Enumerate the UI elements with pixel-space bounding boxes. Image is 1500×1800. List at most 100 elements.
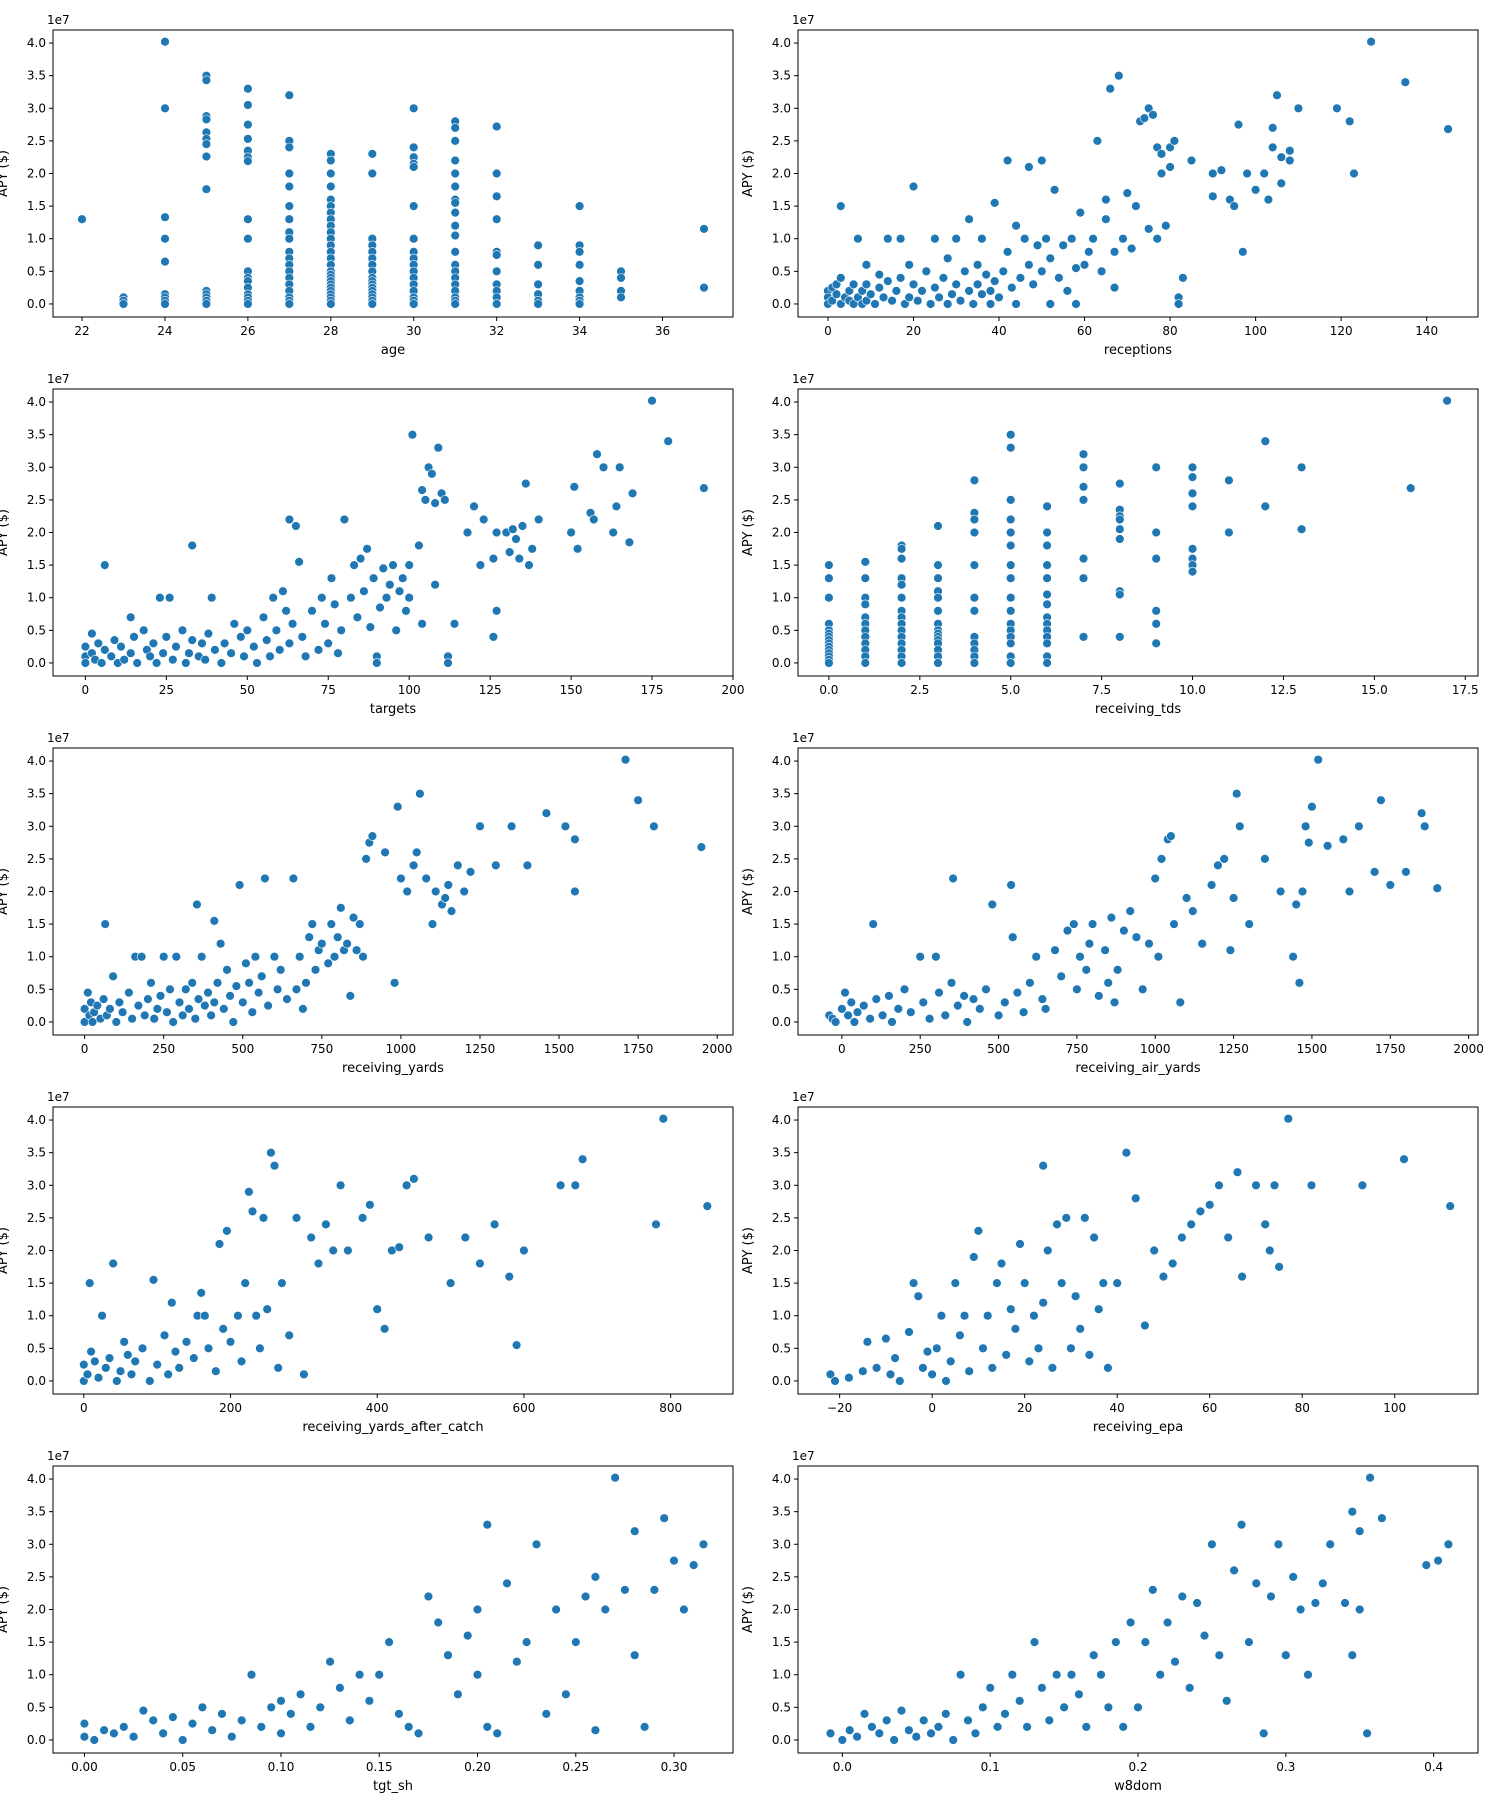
data-point	[1206, 880, 1217, 890]
x-tick-label: 0.4	[1424, 1760, 1443, 1774]
data-point	[1181, 893, 1192, 903]
data-point	[168, 654, 178, 665]
data-point	[1037, 994, 1048, 1004]
data-point	[1369, 867, 1380, 877]
data-point	[1140, 1637, 1151, 1647]
data-point	[1032, 240, 1043, 251]
data-point	[1294, 978, 1305, 988]
data-point	[372, 658, 382, 668]
data-point	[83, 987, 93, 998]
data-point	[148, 638, 159, 649]
data-point	[282, 994, 292, 1004]
data-point	[1297, 886, 1308, 897]
data-point	[129, 632, 139, 642]
data-point	[427, 469, 437, 479]
data-point	[915, 951, 925, 962]
data-point	[917, 286, 927, 296]
data-point	[475, 560, 486, 570]
data-point	[394, 1242, 404, 1252]
data-point	[257, 971, 267, 981]
subplot-receiving_tds: 0.0 2.5 5.0 7.5 10.0 12.5 15.0 17.5 0.0 0.5 1.0 1.5…	[741, 372, 1479, 717]
data-point	[1228, 893, 1239, 903]
data-point	[250, 951, 261, 962]
data-point	[1151, 638, 1161, 649]
data-point	[1401, 867, 1411, 877]
x-tick-label: 0.15	[366, 1760, 393, 1774]
data-point	[1148, 110, 1158, 120]
data-point	[904, 1725, 914, 1735]
data-point	[1024, 260, 1034, 270]
data-point	[323, 958, 333, 968]
data-point	[313, 1258, 324, 1269]
data-point	[881, 1333, 891, 1344]
data-point	[1078, 495, 1089, 505]
data-point	[1229, 201, 1239, 211]
x-tick-label: 1250	[1218, 1042, 1249, 1056]
data-point	[1144, 938, 1154, 949]
data-point	[402, 886, 412, 897]
data-point	[89, 1735, 100, 1745]
data-point	[1187, 566, 1198, 577]
data-point	[1156, 149, 1167, 159]
data-point	[234, 880, 245, 890]
data-point	[887, 1017, 897, 1027]
y-tick-label: 1.0	[27, 232, 46, 246]
data-point	[1050, 945, 1060, 955]
data-point	[1186, 1219, 1196, 1230]
data-point	[985, 299, 996, 309]
data-point	[1148, 1585, 1158, 1595]
data-point	[871, 1363, 882, 1373]
y-multiplier-label: 1e7	[47, 13, 70, 27]
data-point	[151, 658, 162, 668]
data-point	[106, 651, 117, 662]
data-point	[1416, 808, 1427, 818]
data-point	[679, 1604, 689, 1615]
data-point	[1078, 553, 1089, 564]
y-tick-label: 1.0	[772, 591, 791, 605]
data-point	[1042, 599, 1052, 609]
data-point	[574, 299, 585, 309]
data-point	[1349, 168, 1359, 179]
data-point	[210, 645, 220, 655]
data-point	[158, 648, 168, 658]
y-tick-label: 1.0	[27, 1668, 46, 1682]
data-point	[284, 299, 294, 309]
data-point	[475, 1258, 485, 1269]
data-point	[492, 121, 502, 132]
y-axis-label: APY ($)	[0, 1586, 11, 1633]
data-point	[1269, 1180, 1280, 1191]
data-point	[262, 635, 272, 645]
x-tick-label: 28	[323, 324, 338, 338]
x-tick-label: 10.0	[1179, 683, 1206, 697]
data-point	[1143, 224, 1154, 234]
data-point	[244, 978, 254, 988]
data-point	[242, 625, 253, 635]
data-point	[1002, 247, 1013, 257]
data-point	[1005, 606, 1016, 616]
x-axis-label: receptions	[1104, 343, 1172, 358]
data-point	[1187, 488, 1198, 499]
data-point	[933, 560, 943, 570]
data-point	[964, 286, 974, 296]
data-point	[427, 919, 438, 929]
data-point	[1078, 632, 1089, 642]
data-point	[116, 641, 126, 652]
data-point	[233, 1310, 243, 1321]
data-point	[310, 965, 321, 975]
y-tick-label: 0.5	[772, 623, 791, 637]
data-point	[450, 123, 460, 133]
data-point	[336, 625, 346, 635]
data-point	[256, 1722, 266, 1732]
data-point	[119, 1337, 129, 1347]
data-point	[482, 1722, 492, 1732]
data-point	[284, 201, 294, 211]
data-point	[372, 1304, 382, 1314]
data-point	[201, 184, 212, 194]
data-point	[1037, 1683, 1047, 1693]
data-point	[196, 1288, 206, 1298]
y-tick-label: 1.0	[772, 232, 791, 246]
data-point	[1011, 299, 1021, 309]
data-point	[330, 599, 340, 609]
data-point	[1165, 142, 1175, 153]
data-point	[417, 619, 427, 629]
